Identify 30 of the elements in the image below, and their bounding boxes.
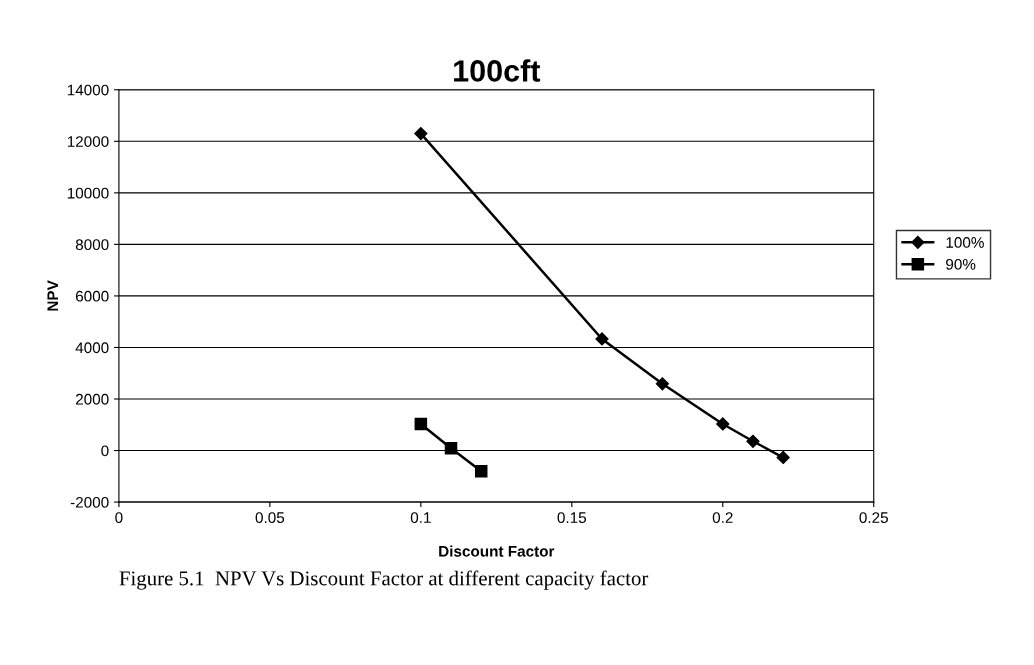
- y-axis-title: NPV: [47, 280, 58, 311]
- point: [414, 126, 428, 141]
- point: [746, 434, 760, 448]
- point: [776, 450, 790, 465]
- y-tick-label: 10000: [67, 187, 109, 199]
- x-tick-label: 0.1: [410, 512, 431, 524]
- x-tick-label: 0.05: [255, 512, 285, 524]
- x-tick-label: 0.25: [859, 512, 888, 524]
- y-tick-label: 14000: [67, 84, 109, 96]
- point: [716, 417, 730, 431]
- y-tick-label: 12000: [67, 136, 109, 147]
- y-tick-label: 0: [101, 445, 109, 457]
- x-tick-label: 0: [115, 512, 123, 524]
- chart-title: 100cft: [454, 59, 541, 82]
- legend-label: 100%: [946, 237, 984, 248]
- x-axis-title: Discount Factor: [439, 545, 555, 557]
- point: [474, 464, 488, 478]
- point: [414, 417, 428, 431]
- legend-label: 90%: [946, 258, 976, 270]
- point: [655, 377, 669, 391]
- y-tick-label: -2000: [70, 496, 109, 508]
- y-tick-label: 4000: [75, 342, 109, 354]
- y-tick-label: 6000: [75, 290, 109, 302]
- point: [595, 332, 609, 346]
- x-tick-label: 0.2: [712, 512, 733, 524]
- y-tick-label: 8000: [75, 239, 109, 251]
- caption: Figure 5.1 NPV Vs Discount Factor at different capacity factor: [119, 570, 649, 590]
- y-tick-label: 2000: [75, 393, 109, 405]
- x-tick-label: 0.15: [557, 512, 587, 524]
- point: [444, 441, 458, 455]
